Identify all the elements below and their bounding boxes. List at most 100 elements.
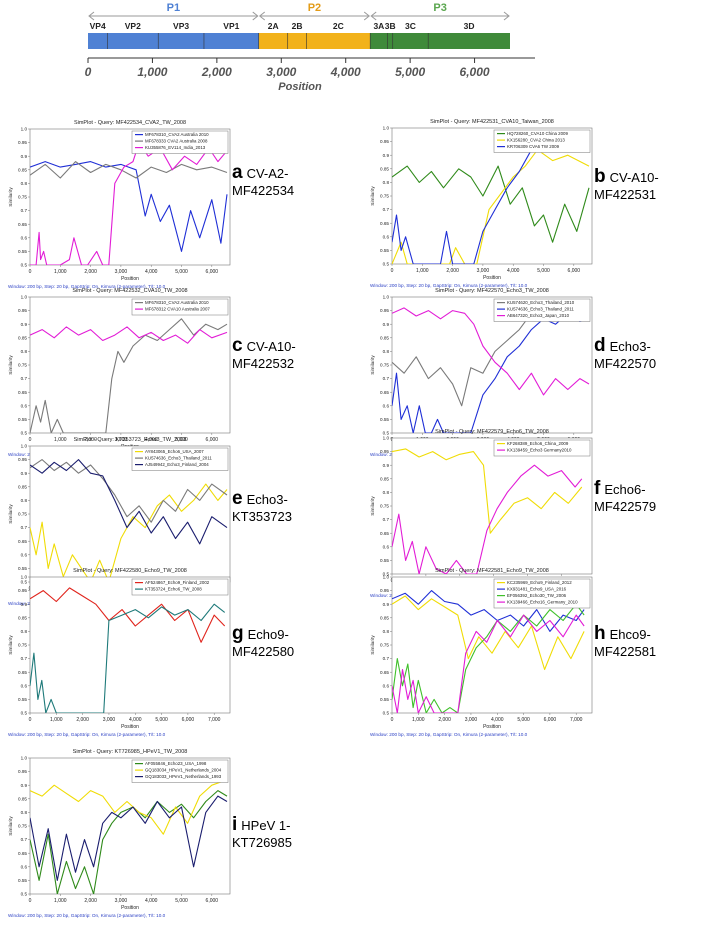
legend-entry: KT353724_Echo6_TW_2008 [145,587,202,592]
simplot-panel-b: SimPlot - Query: MF422531_CVA10_Taiwan_2… [366,116,709,300]
y-tick-label: 0.75 [380,363,389,368]
legend-entry: MF678310_CVA2 Australia 2010 [145,132,209,137]
panel-label-d: d Echo3- MF422570 [594,335,656,372]
genome-tick-label: 6,000 [460,65,490,79]
x-tick-label: 3,000 [115,437,128,443]
y-tick-label: 0.55 [18,697,27,702]
y-tick-label: 0.95 [380,139,389,144]
x-axis-label: Position [121,724,139,730]
legend-entry: KU574620_Echo3_Thailand_2010 [507,300,575,305]
y-tick-label: 0.6 [21,864,28,869]
x-tick-label: 6,000 [206,437,219,443]
genome-tick-label: 1,000 [137,65,167,79]
legend-entry: KX156280_CVA2 China 2013 [507,138,565,143]
y-tick-label: 0.6 [21,552,28,557]
series-line-2 [392,590,585,632]
panel-accession: MF422580 [232,643,295,659]
gene-label-3b: 3B [385,21,396,31]
legend-box [131,298,229,316]
x-tick-label: 6,000 [544,717,557,723]
y-tick-label: 0.55 [18,566,27,571]
y-tick-label: 1.0 [383,575,390,580]
legend-entry: AB647320_Echo3_Japan_2010 [507,313,570,318]
x-tick-label: 1,000 [416,268,429,274]
panel-virus-label: Echo3- [609,339,651,354]
legend-entry: KU355876_EV114_India_2013 [145,145,206,150]
x-tick-label: 5,000 [537,268,550,274]
x-axis-label: Position [121,905,139,911]
x-tick-label: 6,000 [206,269,219,275]
region-bracket-arrow [88,11,95,21]
simplot-chart-b: SimPlot - Query: MF422531_CVA10_Taiwan_2… [370,119,593,288]
legend-entry: AY843065_Echo6_USA_2007 [145,449,204,454]
simplot-chart-g: SimPlot - Query: MF422580_Echo9_TW_2008 0… [8,568,231,737]
x-tick-label: 2,000 [84,898,97,904]
y-tick-label: 0.5 [21,431,28,436]
legend-entry: AF055846_Echo23_USA_1998 [145,761,207,766]
y-tick-label: 1.0 [21,444,28,449]
legend-box [131,578,229,596]
x-tick-label: 1,000 [54,437,67,443]
panel-virus-label: CV-A2- [246,166,289,181]
y-tick-label: 0.7 [21,525,28,530]
series-line-3 [30,142,228,265]
legend-box [131,130,229,154]
x-tick-label: 4,000 [507,268,520,274]
chart-title: SimPlot - Query: MF422570_Echo3_TW_2008 [435,288,549,294]
y-tick-label: 0.95 [380,588,389,593]
y-tick-label: 0.85 [380,335,389,340]
y-tick-label: 0.9 [21,471,28,476]
x-tick-label: 4,000 [145,437,158,443]
y-tick-label: 1.0 [383,126,390,131]
y-tick-label: 0.7 [383,517,390,522]
y-tick-label: 0.9 [383,463,390,468]
y-tick-label: 0.5 [21,892,28,897]
genome-tick-label: 3,000 [266,65,296,79]
y-tick-label: 0.6 [21,683,28,688]
y-tick-label: 0.65 [380,670,389,675]
x-tick-label: 1,000 [54,898,67,904]
panel-label-h: h Ehco9- MF422581 [594,623,656,660]
y-tick-label: 0.75 [380,643,389,648]
y-tick-label: 0.9 [383,322,390,327]
y-tick-label: 0.6 [383,403,390,408]
chart-title: SimPlot - Query: MF422532_CVA10_TW_2008 [72,288,187,294]
y-tick-label: 0.55 [18,878,27,883]
x-tick-label: 0 [391,717,394,723]
panel-letter: g [232,623,244,644]
y-tick-label: 0.5 [383,262,390,267]
y-tick-label: 0.95 [18,588,27,593]
legend-entry: KU574636_Echo3_Thailand_2011 [145,456,212,461]
chart-title: SimPlot - Query: KT353723_Echo3_TW_2008 [74,437,187,443]
x-tick-label: 6,000 [206,898,219,904]
x-tick-label: 5,000 [175,898,188,904]
series-line-3 [30,459,228,545]
y-tick-label: 0.55 [18,249,27,254]
x-tick-label: 1,000 [50,717,63,723]
panel-accession: KT726985 [232,834,292,850]
panel-label-f: f Echo6- MF422579 [594,478,656,515]
y-tick-label: 0.7 [383,207,390,212]
y-tick-label: 0.75 [18,363,27,368]
x-axis-label: Position [483,724,501,730]
region-bracket-arrow [503,11,510,21]
region-bracket-arrow [370,11,377,21]
y-tick-label: 0.6 [21,403,28,408]
chart-title: SimPlot - Query: MF422534_CVA2_TW_2008 [74,120,186,126]
y-tick-label: 0.85 [18,796,27,801]
panel-label-i: i HPeV 1- KT726985 [232,814,292,851]
x-tick-label: 0 [391,268,394,274]
legend-box [493,439,591,457]
y-tick-label: 0.95 [18,769,27,774]
gene-label-vp1: VP1 [223,21,239,31]
simplot-chart-i: SimPlot - Query: KT726985_HPeV1_TW_2008 0… [8,749,231,918]
y-tick-label: 0.95 [18,140,27,145]
panel-virus-label: Echo6- [604,482,646,497]
gene-label-vp4: VP4 [90,21,106,31]
y-tick-label: 0.85 [18,167,27,172]
x-tick-label: 2,000 [84,269,97,275]
y-tick-label: 0.7 [383,376,390,381]
y-axis-label: Similarity [370,496,376,516]
x-tick-label: 5,000 [517,717,530,723]
y-tick-label: 0.95 [380,308,389,313]
